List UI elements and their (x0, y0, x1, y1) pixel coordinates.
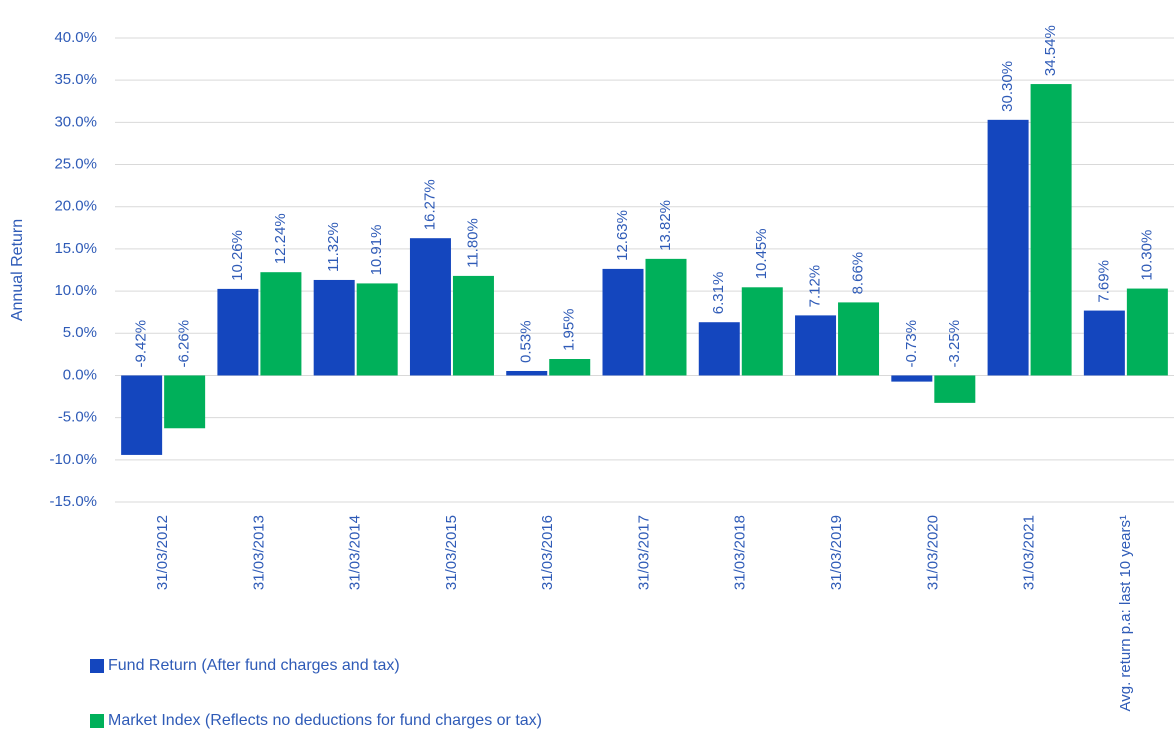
value-label: -9.42% (133, 320, 150, 368)
value-label: 34.54% (1042, 25, 1059, 76)
y-tick-label: 5.0% (63, 324, 97, 341)
value-label: -0.73% (903, 320, 920, 368)
x-tick-label: 31/03/2012 (154, 515, 171, 590)
y-tick-label: -10.0% (49, 451, 97, 468)
bar (602, 268, 644, 376)
y-tick-label: 25.0% (54, 156, 97, 173)
x-tick-label: 31/03/2013 (250, 515, 267, 590)
bar (506, 370, 548, 376)
bar (409, 238, 451, 376)
y-tick-label: 35.0% (54, 71, 97, 88)
value-label: 8.66% (850, 252, 867, 295)
bar (698, 322, 740, 376)
y-tick-label: 15.0% (54, 240, 97, 257)
x-tick-label: 31/03/2020 (924, 515, 941, 590)
x-tick-label: Avg. return p.a: last 10 years¹ (1117, 515, 1134, 712)
y-tick-label: 30.0% (54, 113, 97, 130)
value-label: 12.63% (614, 210, 631, 261)
legend-label: Market Index (Reflects no deductions for… (108, 712, 542, 729)
bar (260, 272, 302, 376)
legend-swatch (90, 659, 104, 673)
value-label: 16.27% (421, 179, 438, 230)
y-axis-title: Annual Return (9, 219, 26, 321)
bar (549, 359, 591, 376)
value-label: 11.32% (325, 222, 342, 272)
value-label: 10.30% (1138, 230, 1155, 281)
value-label: 30.30% (999, 61, 1016, 112)
x-tick-label: 31/03/2017 (635, 515, 652, 590)
bar (987, 119, 1029, 376)
value-label: 6.31% (710, 272, 727, 315)
bar (795, 315, 837, 376)
y-tick-label: 40.0% (54, 29, 97, 46)
x-tick-label: 31/03/2015 (443, 515, 460, 590)
value-label: 7.69% (1095, 260, 1112, 303)
y-tick-label: 20.0% (54, 198, 97, 215)
y-tick-label: -15.0% (49, 493, 97, 510)
value-label: 1.95% (561, 308, 578, 351)
bar (1126, 288, 1168, 376)
value-label: 10.26% (229, 230, 246, 281)
x-tick-label: 31/03/2021 (1021, 515, 1038, 590)
x-tick-label: 31/03/2016 (539, 515, 556, 590)
x-tick-label: 31/03/2014 (347, 515, 364, 590)
bar (356, 283, 398, 376)
bar (934, 375, 976, 403)
value-label: 11.80% (464, 218, 481, 268)
x-tick-label: 31/03/2019 (828, 515, 845, 590)
bar (217, 288, 259, 376)
value-label: 12.24% (272, 213, 289, 264)
bar (164, 375, 206, 429)
bar (645, 258, 687, 376)
value-label: 7.12% (807, 265, 824, 308)
value-label: 0.53% (518, 320, 535, 363)
y-tick-label: 10.0% (54, 282, 97, 299)
bar (313, 279, 355, 376)
value-label: 10.45% (753, 228, 770, 279)
bar (452, 275, 494, 376)
y-tick-label: -5.0% (58, 409, 97, 426)
x-tick-label: 31/03/2018 (732, 515, 749, 590)
bar (121, 375, 163, 455)
legend-swatch (90, 714, 104, 728)
bar (1030, 84, 1072, 376)
legend-label: Fund Return (After fund charges and tax) (108, 657, 400, 674)
value-label: -6.26% (176, 320, 193, 368)
value-label: 10.91% (368, 225, 385, 276)
bar (891, 375, 933, 382)
bar (741, 287, 783, 376)
value-label: -3.25% (946, 320, 963, 368)
bar (1083, 310, 1125, 376)
y-tick-label: 0.0% (63, 366, 97, 383)
value-label: 13.82% (657, 200, 674, 251)
bar (838, 302, 880, 376)
